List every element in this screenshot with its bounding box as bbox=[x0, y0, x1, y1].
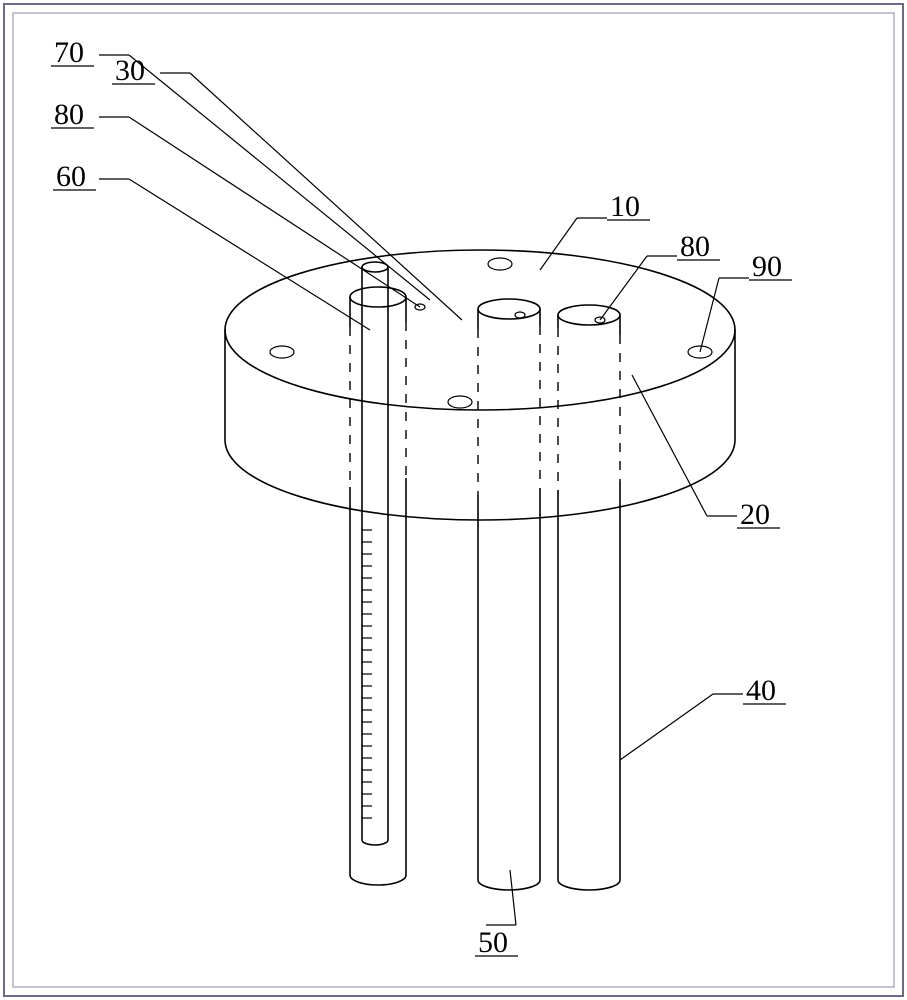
middle-tube bbox=[478, 299, 540, 890]
disc-assembly bbox=[225, 250, 735, 520]
label-80b: 80 bbox=[680, 230, 710, 263]
flange-holes bbox=[270, 258, 712, 408]
leader-line bbox=[129, 55, 430, 300]
label-30: 30 bbox=[115, 54, 145, 87]
leader-line bbox=[700, 278, 719, 352]
leader-line bbox=[129, 179, 370, 330]
label-90: 90 bbox=[752, 250, 782, 283]
scale-ticks bbox=[362, 530, 372, 818]
label-10: 10 bbox=[610, 190, 640, 223]
right-tube bbox=[558, 305, 620, 890]
leader-line bbox=[190, 73, 462, 320]
label-80a: 80 bbox=[54, 98, 84, 131]
diagram-svg: 70 80 30 60 10 80 90 20 40 50 bbox=[0, 0, 907, 1000]
label-40: 40 bbox=[746, 674, 776, 707]
center-rod bbox=[362, 262, 388, 845]
leader-line bbox=[510, 870, 516, 925]
leader-line bbox=[600, 256, 647, 320]
label-60: 60 bbox=[56, 160, 86, 193]
leader-line bbox=[620, 694, 713, 760]
leader-lines bbox=[51, 55, 792, 956]
label-50: 50 bbox=[478, 926, 508, 959]
leader-line bbox=[540, 218, 577, 270]
label-20: 20 bbox=[740, 498, 770, 531]
leader-line bbox=[129, 117, 420, 307]
labels: 70 80 30 60 10 80 90 20 40 50 bbox=[54, 36, 782, 959]
leader-line bbox=[632, 375, 707, 516]
label-70: 70 bbox=[54, 36, 84, 69]
